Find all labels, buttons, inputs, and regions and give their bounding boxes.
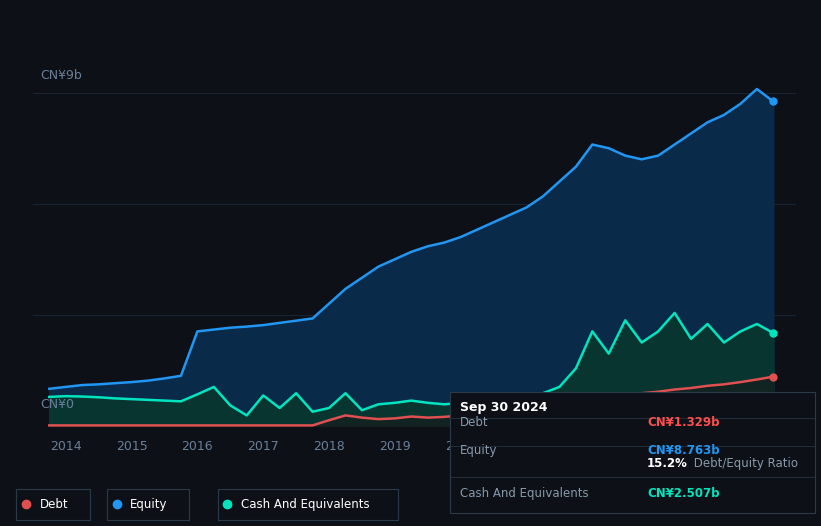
Text: Equity: Equity [130, 498, 167, 511]
Text: Cash And Equivalents: Cash And Equivalents [241, 498, 369, 511]
Text: Debt/Equity Ratio: Debt/Equity Ratio [690, 457, 798, 470]
Text: Debt: Debt [460, 416, 488, 429]
Text: CN¥9b: CN¥9b [40, 69, 82, 82]
Text: Sep 30 2024: Sep 30 2024 [460, 401, 548, 414]
Text: Equity: Equity [460, 444, 498, 457]
Text: Debt: Debt [39, 498, 68, 511]
Text: CN¥2.507b: CN¥2.507b [647, 487, 719, 500]
Text: CN¥8.763b: CN¥8.763b [647, 444, 719, 457]
Text: CN¥0: CN¥0 [40, 398, 75, 411]
Text: Cash And Equivalents: Cash And Equivalents [460, 487, 589, 500]
Text: 15.2%: 15.2% [647, 457, 688, 470]
Text: CN¥1.329b: CN¥1.329b [647, 416, 719, 429]
